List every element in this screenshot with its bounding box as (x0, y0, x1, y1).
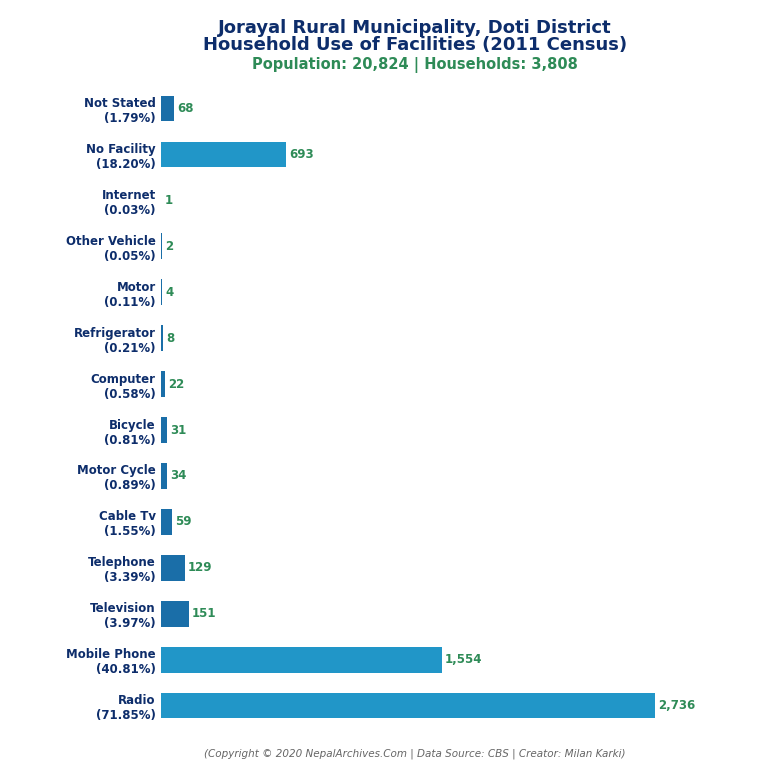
Bar (161, 326, 163, 351)
Bar (161, 372, 165, 397)
Bar (161, 555, 184, 581)
Bar (161, 601, 188, 627)
Text: 34: 34 (170, 469, 187, 482)
Text: 693: 693 (290, 147, 314, 161)
Text: 1: 1 (164, 194, 173, 207)
Bar (161, 509, 172, 535)
Text: 129: 129 (188, 561, 212, 574)
Text: 4: 4 (165, 286, 174, 299)
Bar (161, 647, 442, 673)
Bar (161, 694, 655, 719)
Text: Population: 20,824 | Households: 3,808: Population: 20,824 | Households: 3,808 (252, 57, 578, 73)
Text: 68: 68 (177, 101, 194, 114)
Text: Household Use of Facilities (2011 Census): Household Use of Facilities (2011 Census… (203, 36, 627, 54)
Bar (161, 417, 167, 442)
Text: Jorayal Rural Municipality, Doti District: Jorayal Rural Municipality, Doti Distric… (218, 19, 611, 37)
Text: 22: 22 (168, 378, 185, 391)
Bar (161, 463, 167, 488)
Bar (161, 95, 174, 121)
Bar (161, 141, 286, 167)
Text: 1,554: 1,554 (445, 654, 482, 667)
Text: 2,736: 2,736 (658, 700, 695, 713)
Text: 151: 151 (192, 607, 217, 621)
Text: 31: 31 (170, 423, 187, 436)
Text: (Copyright © 2020 NepalArchives.Com | Data Source: CBS | Creator: Milan Karki): (Copyright © 2020 NepalArchives.Com | Da… (204, 748, 625, 759)
Text: 59: 59 (175, 515, 192, 528)
Text: 8: 8 (166, 332, 174, 345)
Text: 2: 2 (165, 240, 173, 253)
